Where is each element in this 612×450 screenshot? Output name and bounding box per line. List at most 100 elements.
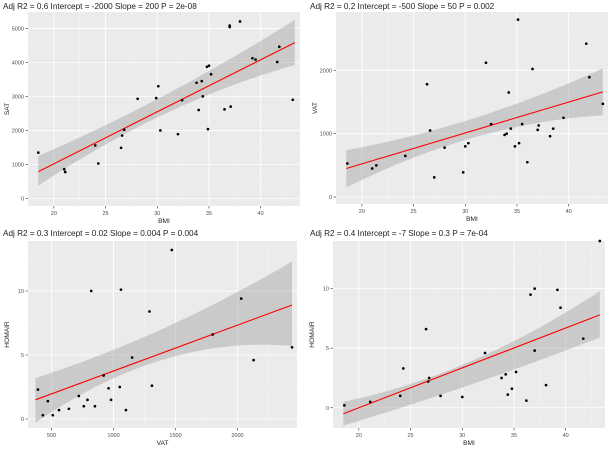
plot-background bbox=[336, 12, 608, 204]
data-point bbox=[601, 102, 605, 106]
data-point bbox=[507, 91, 511, 94]
data-point bbox=[63, 170, 67, 174]
data-point bbox=[514, 370, 518, 374]
data-point bbox=[424, 327, 428, 331]
data-point bbox=[41, 413, 45, 417]
data-point bbox=[374, 163, 378, 167]
data-point bbox=[506, 393, 510, 396]
data-point bbox=[96, 162, 100, 165]
x-tick-label: 20 bbox=[359, 209, 365, 215]
panel-sat-vs-bmi: Adj R2 = 0.6 Intercept = -2000 Slope = 2… bbox=[3, 2, 300, 225]
data-point bbox=[200, 79, 204, 83]
x-axis-label: BMI bbox=[158, 218, 170, 225]
data-point bbox=[238, 20, 242, 23]
regression-line bbox=[346, 91, 603, 170]
data-point bbox=[343, 404, 346, 407]
y-tick-label: 1000 bbox=[12, 162, 24, 168]
data-point bbox=[513, 144, 517, 148]
data-point bbox=[556, 288, 559, 292]
data-point bbox=[559, 306, 562, 310]
data-point bbox=[228, 24, 232, 27]
data-point bbox=[426, 380, 430, 383]
data-point bbox=[443, 146, 446, 149]
x-axis-label: BMI bbox=[463, 440, 475, 447]
x-tick-label: 25 bbox=[408, 433, 414, 439]
data-point bbox=[403, 154, 407, 158]
y-tick-label: 1000 bbox=[320, 132, 332, 138]
data-point bbox=[209, 72, 213, 76]
data-point bbox=[346, 162, 349, 165]
confidence-band bbox=[35, 261, 293, 423]
data-point bbox=[439, 394, 442, 398]
x-tick-label: 40 bbox=[566, 209, 572, 215]
regression-line bbox=[343, 314, 601, 415]
data-point bbox=[548, 134, 552, 138]
data-point bbox=[520, 122, 524, 126]
data-point bbox=[525, 160, 529, 164]
data-point bbox=[206, 127, 210, 131]
data-point bbox=[136, 97, 139, 101]
data-point bbox=[517, 141, 521, 145]
data-point bbox=[36, 151, 40, 154]
y-tick-label: 2000 bbox=[320, 68, 332, 74]
data-point bbox=[156, 84, 160, 88]
data-point bbox=[531, 67, 534, 71]
data-point bbox=[551, 127, 555, 130]
data-point bbox=[500, 376, 503, 380]
data-point bbox=[401, 367, 405, 370]
data-point bbox=[505, 132, 508, 136]
data-point bbox=[584, 42, 588, 46]
data-point bbox=[86, 398, 89, 402]
data-point bbox=[77, 394, 81, 398]
data-point bbox=[122, 128, 126, 132]
data-point bbox=[581, 337, 585, 341]
y-tick-label: 2000 bbox=[12, 128, 24, 134]
data-point bbox=[119, 146, 123, 150]
chart-title: Adj R2 = 0.2 Intercept = -500 Slope = 50… bbox=[310, 2, 495, 11]
data-point bbox=[120, 134, 124, 137]
data-point bbox=[201, 95, 205, 98]
x-tick-label: 20 bbox=[356, 433, 362, 439]
data-point bbox=[154, 96, 158, 100]
data-point bbox=[180, 98, 184, 102]
x-tick-label: 20 bbox=[51, 211, 57, 217]
panel-vat-vs-bmi: Adj R2 = 0.2 Intercept = -500 Slope = 50… bbox=[310, 2, 608, 223]
data-point bbox=[109, 398, 113, 402]
confidence-band bbox=[38, 19, 295, 186]
data-point bbox=[107, 386, 110, 390]
x-tick-label: 40 bbox=[258, 211, 264, 217]
x-tick-label: 1000 bbox=[107, 433, 119, 439]
data-point bbox=[170, 248, 174, 252]
x-tick-label: 35 bbox=[206, 211, 212, 217]
data-point bbox=[207, 64, 211, 68]
data-point bbox=[62, 167, 66, 171]
data-point bbox=[368, 400, 372, 404]
y-tick-label: 10 bbox=[18, 289, 24, 295]
data-point bbox=[36, 388, 40, 391]
confidence-band bbox=[346, 68, 603, 188]
data-point bbox=[425, 82, 429, 86]
data-point bbox=[291, 98, 295, 102]
data-point bbox=[428, 129, 432, 132]
panel-homair-vs-vat: Adj R2 = 0.3 Intercept = 0.02 Slope = 0.… bbox=[3, 229, 297, 447]
x-tick-label: 35 bbox=[511, 433, 517, 439]
x-axis-label: VAT bbox=[157, 440, 169, 447]
plot-background bbox=[333, 241, 605, 428]
data-point bbox=[124, 408, 128, 412]
y-tick-label: 0 bbox=[329, 195, 332, 201]
data-point bbox=[588, 75, 591, 79]
data-point bbox=[484, 61, 488, 65]
data-point bbox=[533, 287, 537, 290]
x-tick-label: 25 bbox=[103, 211, 109, 217]
data-point bbox=[533, 349, 537, 352]
data-point bbox=[93, 144, 97, 147]
data-point bbox=[46, 399, 50, 403]
data-point bbox=[370, 167, 374, 170]
data-point bbox=[67, 407, 71, 411]
data-point bbox=[460, 395, 464, 399]
data-point bbox=[229, 105, 233, 108]
data-point bbox=[467, 141, 470, 145]
data-point bbox=[525, 399, 528, 402]
x-tick-label: 500 bbox=[47, 433, 56, 439]
